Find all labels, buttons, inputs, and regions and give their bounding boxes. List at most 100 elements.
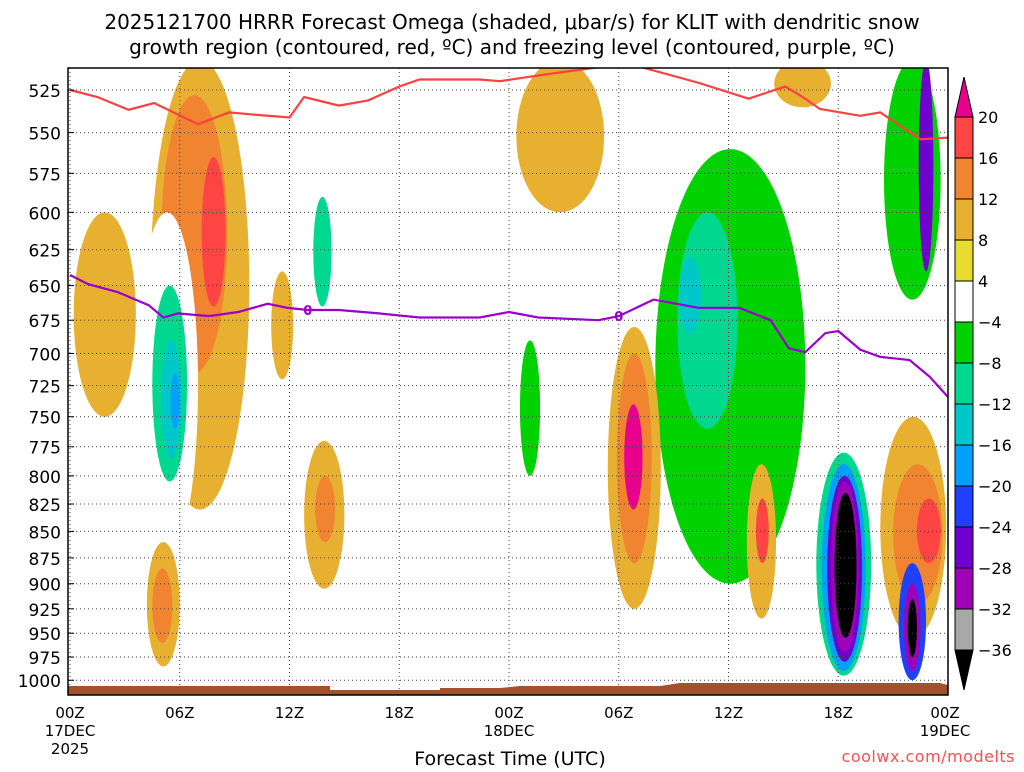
omega-shaded-region: [315, 475, 336, 543]
x-tick-label: 18Z: [385, 704, 414, 722]
y-tick-label: 700: [29, 346, 61, 366]
watermark: coolwx.com/modelts: [842, 747, 1015, 766]
colorbar-label: 16: [978, 149, 998, 168]
colorbar-label: −32: [978, 600, 1012, 619]
colorbar-box: [954, 526, 974, 569]
omega-shaded-region: [337, 536, 370, 643]
y-tick-label: 525: [29, 82, 61, 102]
colorbar: 20 16 12 8 4 −4 −8 −12 −16 −20 −24 −28 −32 −36: [954, 76, 1012, 691]
colorbar-under-triangle: [954, 649, 974, 691]
omega-shaded-region: [834, 492, 857, 639]
omega-shaded-region: [918, 68, 934, 272]
y-tick-label: 800: [29, 468, 61, 488]
colorbar-over-triangle: [954, 76, 974, 118]
colorbar-box: [954, 403, 974, 446]
omega-shaded-region: [245, 68, 266, 90]
y-tick-label: 925: [29, 601, 61, 621]
omega-shaded-region: [516, 68, 605, 213]
y-tick-label: 675: [29, 312, 61, 332]
x-axis-label: Forecast Time (UTC): [414, 748, 605, 768]
omega-shaded-region: [271, 271, 294, 380]
omega-shaded-region: [443, 487, 482, 667]
x-tick-label: 12Z: [714, 704, 743, 722]
omega-shaded-region: [907, 598, 917, 658]
colorbar-box: [954, 608, 974, 651]
x-tick-label: 12Z: [275, 704, 304, 722]
omega-shaded-region: [88, 68, 153, 85]
colorbar-box: [954, 198, 974, 241]
terrain: [68, 683, 948, 695]
omega-shaded-region: [313, 196, 332, 307]
y-tick-label: 950: [29, 625, 61, 645]
omega-shaded-region: [755, 498, 769, 564]
colorbar-label: −12: [978, 395, 1012, 414]
y-tick-label: 875: [29, 550, 61, 570]
title-line-1: 2025121700 HRRR Forecast Omega (shaded, …: [104, 10, 919, 34]
colorbar-box: [954, 485, 974, 528]
omega-shaded-region: [170, 372, 180, 429]
colorbar-box: [954, 280, 974, 323]
y-axis: 525 550 575 600 625 650 675 700 725 750 775 800 825 8…: [18, 82, 74, 692]
y-tick-label: 625: [29, 242, 61, 262]
colorbar-label: 4: [978, 272, 988, 291]
contour-label: 0: [614, 310, 623, 325]
x-tick-date: 17DEC: [45, 722, 96, 740]
y-tick-label: 550: [29, 125, 61, 145]
x-tick-label: 06Z: [604, 704, 633, 722]
x-tick-label: 06Z: [165, 704, 194, 722]
y-tick-label: 600: [29, 204, 61, 224]
omega-shaded-region: [774, 68, 831, 108]
colorbar-label: 8: [978, 231, 988, 250]
x-tick-label: 00Z: [494, 704, 523, 722]
omega-shaded-region: [238, 464, 301, 639]
plot-frame: [67, 67, 949, 696]
colorbar-label: −8: [978, 354, 1002, 373]
x-tick-date: 19DEC: [920, 722, 971, 740]
colorbar-box: [954, 567, 974, 610]
colorbar-box: [954, 321, 974, 364]
x-tick-label: 00Z: [930, 704, 959, 722]
x-tick-label: 18Z: [824, 704, 853, 722]
colorbar-box: [954, 444, 974, 487]
omega-shaded-region: [916, 498, 941, 564]
contour-label: 0: [303, 304, 312, 319]
colorbar-label: −20: [978, 477, 1012, 496]
y-tick-label: 775: [29, 439, 61, 459]
omega-shaded-region: [679, 257, 702, 334]
y-tick-label: 825: [29, 496, 61, 516]
chart-title: 2025121700 HRRR Forecast Omega (shaded, …: [104, 10, 919, 59]
colorbar-box: [954, 116, 974, 159]
y-tick-label: 975: [29, 649, 61, 669]
y-tick-label: 650: [29, 278, 61, 298]
omega-shaded-region: [519, 340, 541, 476]
colorbar-box: [954, 157, 974, 200]
colorbar-box: [954, 239, 974, 282]
y-tick-label: 750: [29, 409, 61, 429]
y-tick-label: 850: [29, 523, 61, 543]
y-tick-label: 575: [29, 165, 61, 185]
colorbar-box: [954, 362, 974, 405]
omega-shaded-region: [73, 212, 136, 417]
colorbar-label: 20: [978, 108, 998, 127]
colorbar-label: −4: [978, 313, 1002, 332]
y-tick-label: 900: [29, 576, 61, 596]
title-line-2: growth region (contoured, red, ºC) and f…: [129, 35, 895, 59]
dendritic-growth-contour: [69, 68, 948, 141]
colorbar-label: −16: [978, 436, 1012, 455]
grid-lines: [68, 68, 948, 695]
x-tick-label: 00Z: [55, 704, 84, 722]
y-tick-label: 725: [29, 378, 61, 398]
y-tick-label: 1000: [18, 672, 61, 692]
colorbar-label: −28: [978, 559, 1012, 578]
omega-shaded-region: [578, 487, 616, 658]
colorbar-label: −36: [978, 641, 1012, 660]
colorbar-label: 12: [978, 190, 998, 209]
x-tick-date: 18DEC: [484, 722, 535, 740]
omega-shaded-region: [624, 404, 643, 510]
x-tick-year: 2025: [51, 740, 89, 758]
colorbar-label: −24: [978, 518, 1012, 537]
